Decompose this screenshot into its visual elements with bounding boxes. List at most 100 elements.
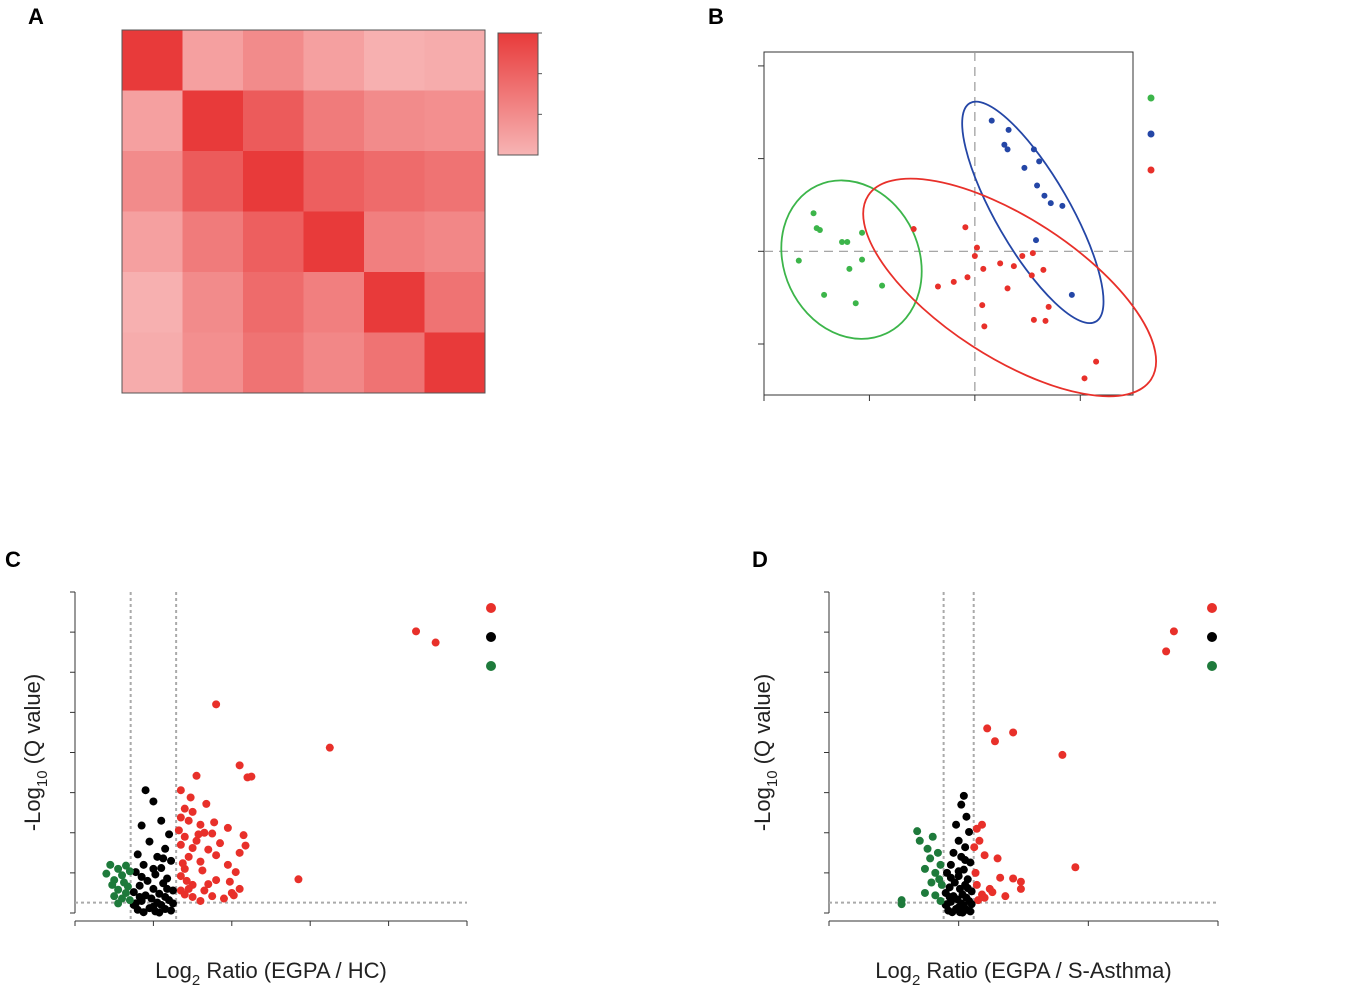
heatmap-cell — [364, 211, 425, 273]
data-point — [1058, 750, 1067, 759]
data-point — [1010, 263, 1017, 270]
data-point — [1042, 317, 1049, 324]
data-point — [121, 861, 130, 870]
data-point — [137, 872, 146, 881]
heatmap-panel-a — [121, 29, 542, 394]
data-point — [186, 793, 195, 802]
colorbar — [497, 32, 539, 156]
data-point — [993, 854, 1002, 863]
data-point — [204, 880, 213, 889]
data-point — [945, 883, 954, 892]
data-point — [118, 871, 127, 880]
data-point — [294, 875, 303, 884]
data-point — [194, 830, 203, 839]
data-point — [137, 821, 146, 830]
data-point — [235, 848, 244, 857]
heatmap-cell — [243, 211, 304, 273]
data-point — [913, 827, 922, 836]
data-point — [988, 117, 995, 124]
data-point — [212, 851, 221, 860]
data-point — [923, 844, 932, 853]
data-point — [928, 832, 937, 841]
data-point — [844, 239, 851, 246]
data-point — [983, 724, 992, 733]
data-point — [988, 888, 997, 897]
data-point — [1029, 250, 1036, 257]
heatmap-cell — [243, 151, 304, 212]
data-point — [149, 884, 158, 893]
confidence-ellipse — [862, 177, 1158, 398]
data-point — [149, 864, 158, 873]
data-point — [155, 889, 164, 898]
data-point — [970, 843, 979, 852]
data-point — [1034, 182, 1041, 189]
data-point — [155, 908, 164, 917]
data-point — [981, 323, 988, 330]
data-point — [990, 737, 999, 746]
data-point — [114, 885, 123, 894]
data-point — [176, 813, 185, 822]
x-axis-label-main: Log — [875, 958, 912, 983]
data-point — [920, 888, 929, 897]
data-point — [325, 743, 334, 752]
y-axis-label-sub: 10 — [764, 770, 781, 787]
heatmap-cell — [243, 272, 304, 333]
heatmap-cell — [182, 90, 244, 152]
data-point — [141, 786, 150, 795]
heatmap-cell — [303, 272, 365, 333]
data-point — [954, 836, 963, 845]
heatmap-cell — [182, 272, 244, 333]
data-point — [129, 888, 138, 897]
data-point — [966, 907, 975, 916]
data-point — [231, 868, 240, 877]
heatmap-cell — [182, 332, 244, 394]
data-point — [859, 229, 866, 236]
data-point — [816, 226, 823, 233]
data-point — [979, 302, 986, 309]
data-point — [184, 816, 193, 825]
data-point — [945, 892, 954, 901]
y-axis-label-sub: 10 — [34, 770, 51, 787]
heatmap-cell — [243, 90, 304, 152]
data-point — [1009, 728, 1018, 737]
data-point — [1004, 285, 1011, 292]
data-point — [1059, 202, 1066, 209]
pca-panel-b — [758, 51, 1158, 401]
data-point — [964, 274, 971, 281]
heatmap-cell — [424, 30, 486, 91]
y-axis-label-rest: (Q value) — [20, 674, 45, 771]
data-point — [192, 771, 201, 780]
legend-marker — [1207, 632, 1217, 642]
data-point — [961, 856, 970, 865]
data-point — [1040, 266, 1047, 273]
data-point — [159, 879, 168, 888]
data-point — [216, 839, 225, 848]
data-point — [110, 892, 119, 901]
data-point — [950, 278, 957, 285]
heatmap-cell — [364, 90, 425, 152]
data-point — [927, 878, 936, 887]
data-point — [1093, 358, 1100, 365]
data-point — [169, 899, 177, 908]
data-point — [121, 888, 130, 897]
data-point — [139, 860, 148, 869]
data-point — [102, 869, 111, 878]
heatmap-cell — [303, 30, 365, 91]
legend-marker — [1207, 603, 1217, 613]
data-point — [149, 797, 158, 806]
data-point — [879, 282, 886, 289]
panel-label-b: B — [708, 4, 724, 29]
data-point — [196, 857, 205, 866]
data-point — [219, 894, 228, 903]
data-point — [973, 244, 980, 251]
x-axis-label-sub: 2 — [912, 972, 920, 989]
data-point — [1071, 863, 1080, 872]
heatmap-cell — [303, 90, 365, 152]
data-point — [196, 820, 205, 829]
data-point — [145, 904, 154, 913]
heatmap-cell — [182, 211, 244, 273]
data-point — [997, 260, 1004, 267]
heatmap-cell — [182, 30, 244, 91]
legend-marker — [1147, 94, 1155, 102]
data-point — [1005, 126, 1012, 133]
